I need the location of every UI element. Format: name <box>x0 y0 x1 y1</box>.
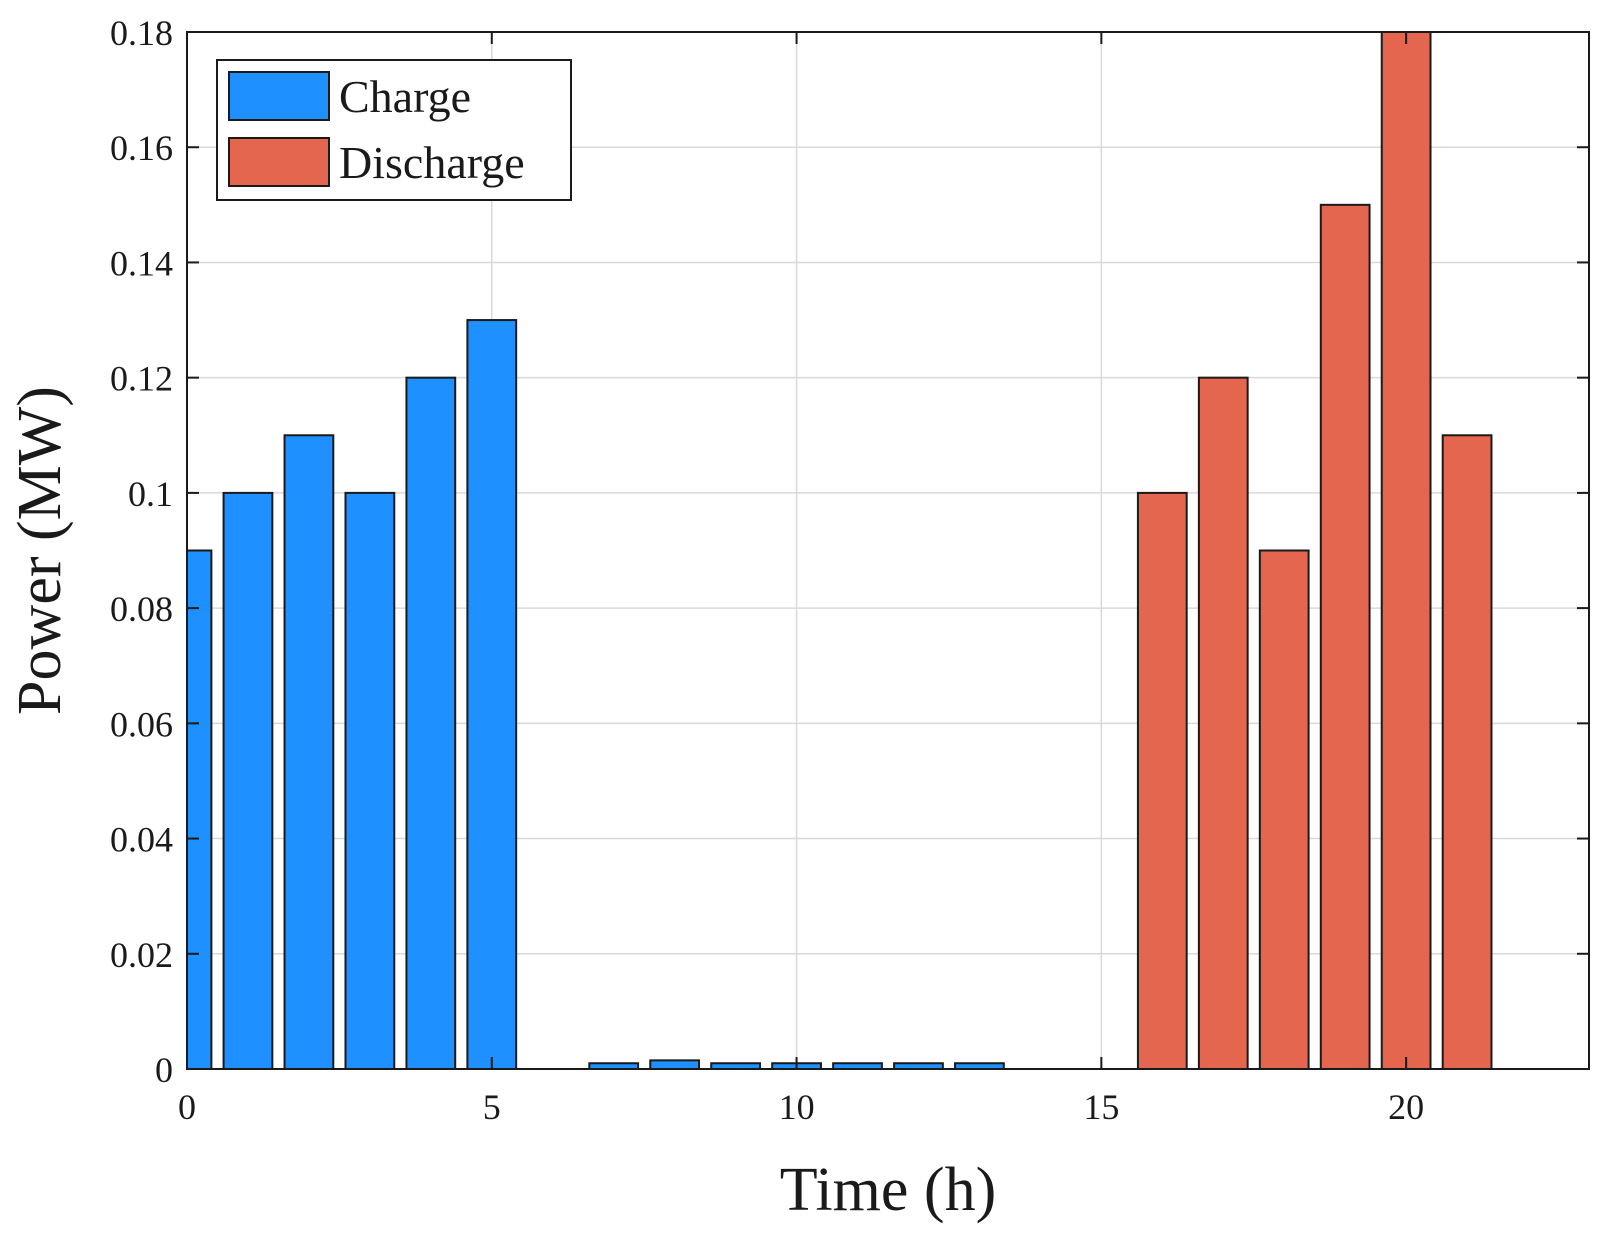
x-tick-label: 0 <box>178 1087 196 1127</box>
x-tick-label: 5 <box>483 1087 501 1127</box>
y-tick-label: 0.02 <box>110 935 173 975</box>
legend: Charge Discharge <box>216 59 572 201</box>
bar-charge-2 <box>283 434 335 1069</box>
x-tick-label: 15 <box>1083 1087 1119 1127</box>
bar-charge-7 <box>588 1062 640 1069</box>
bar-discharge-17 <box>1197 376 1249 1069</box>
bars <box>187 32 1493 1069</box>
y-tick-label: 0.08 <box>110 589 173 629</box>
bar-charge-8 <box>649 1059 701 1069</box>
bar-charge-12 <box>893 1062 944 1069</box>
y-tick-label: 0.06 <box>110 704 173 744</box>
bar-charge-13 <box>954 1062 1005 1069</box>
y-tick-label: 0.18 <box>110 13 173 53</box>
x-axis-title: Time (h) <box>780 1156 996 1224</box>
bar-discharge-20 <box>1380 32 1432 1069</box>
bar-charge-3 <box>344 491 396 1069</box>
bar-charge-4 <box>405 376 457 1069</box>
y-tick-label: 0.1 <box>128 474 173 514</box>
legend-swatch-discharge <box>228 137 330 187</box>
y-tick-label: 0.16 <box>110 128 173 168</box>
y-tick-label: 0 <box>155 1050 173 1090</box>
ticks <box>186 31 1589 1070</box>
bar-charge-0 <box>187 549 213 1069</box>
y-tick-label: 0.12 <box>110 359 173 399</box>
bar-charge-9 <box>710 1062 761 1069</box>
legend-label-discharge: Discharge <box>339 137 525 188</box>
axes-box <box>186 31 1590 1070</box>
x-tick-label: 20 <box>1388 1087 1424 1127</box>
bar-charge-5 <box>466 319 518 1069</box>
x-tick-label: 10 <box>779 1087 815 1127</box>
y-tick-label: 0.14 <box>110 243 173 283</box>
tick-labels: 0 5 10 15 20 0 0.02 0.04 0.06 0.08 0.1 0.12 0.14 0.16… <box>110 13 1424 1127</box>
legend-swatch-charge <box>228 71 330 121</box>
bar-discharge-21 <box>1441 434 1493 1069</box>
bar-discharge-16 <box>1136 491 1188 1069</box>
y-tick-label: 0.04 <box>110 820 173 860</box>
bar-charge-1 <box>222 491 274 1069</box>
bar-discharge-19 <box>1319 203 1371 1069</box>
y-axis-title: Power (MW) <box>6 386 74 715</box>
bar-discharge-18 <box>1258 549 1310 1069</box>
legend-label-charge: Charge <box>339 71 471 122</box>
bar-charge-11 <box>832 1062 883 1069</box>
